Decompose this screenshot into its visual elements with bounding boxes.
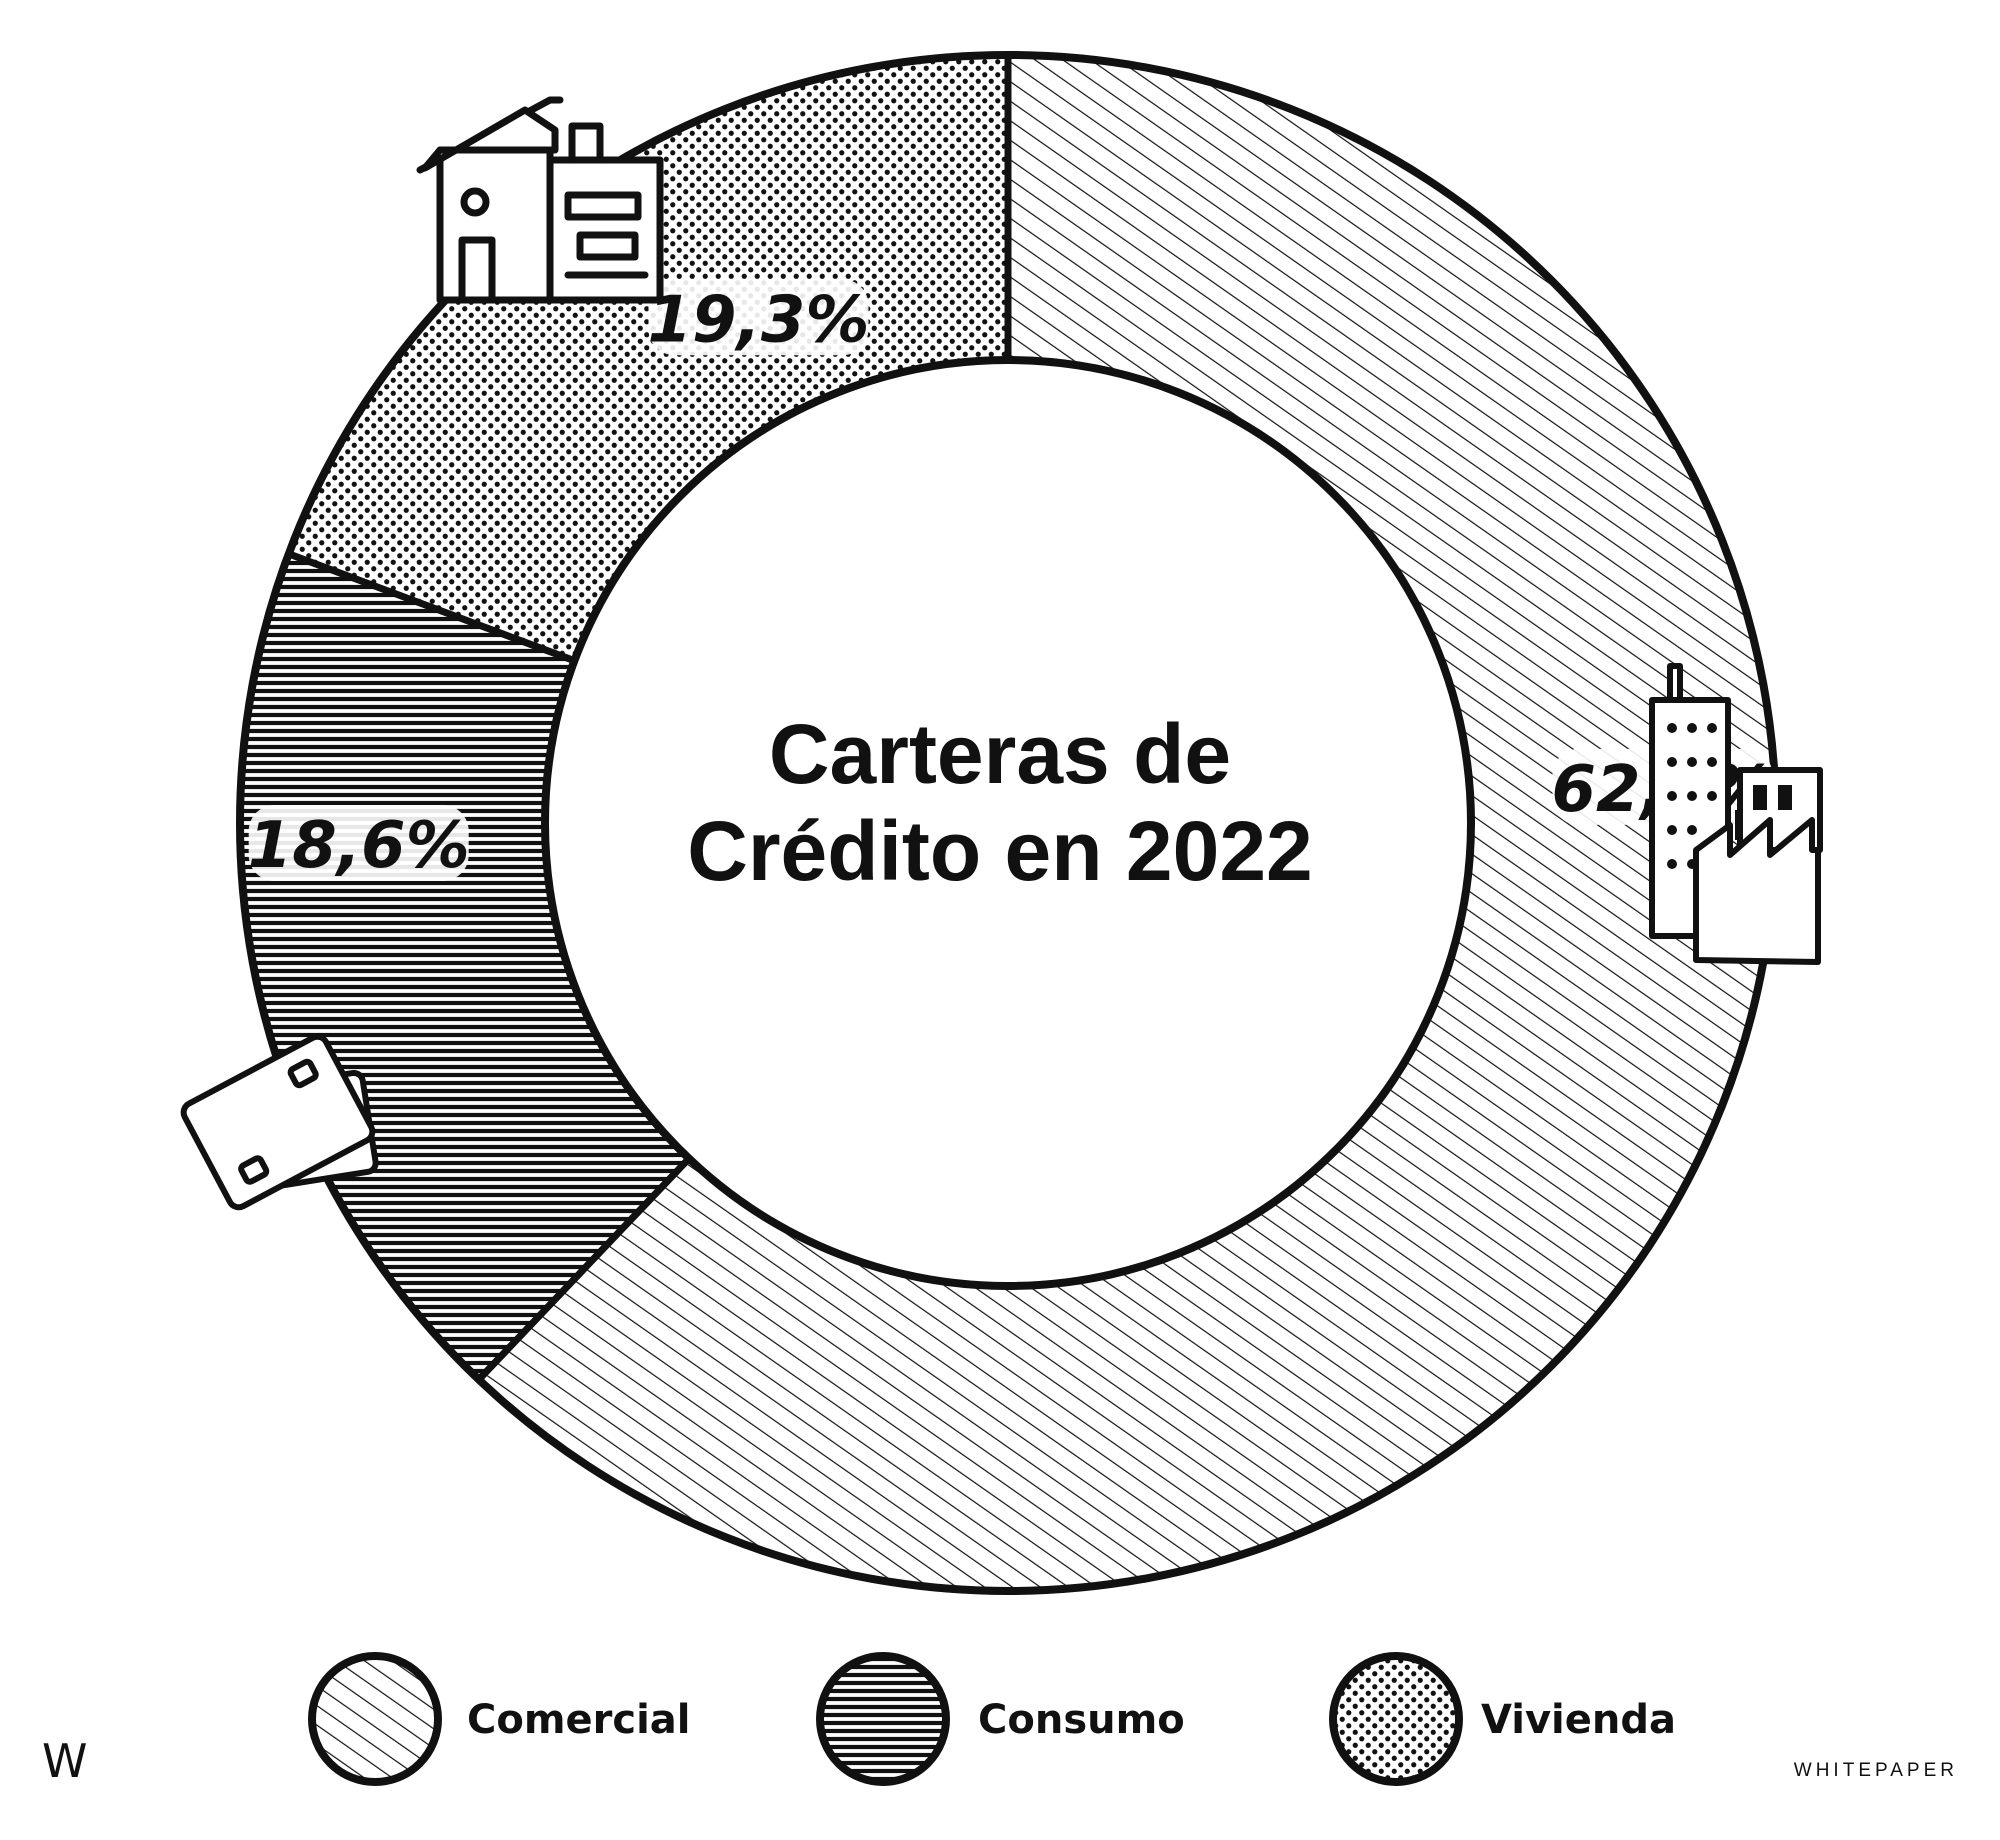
data-label-bg bbox=[648, 279, 869, 356]
legend: Comercial Consumo Vivienda bbox=[308, 1652, 1676, 1786]
house-icon bbox=[416, 96, 664, 304]
factory-buildings-icon bbox=[1649, 663, 1823, 965]
brand-name: WHITEPAPER bbox=[1794, 1760, 1958, 1781]
chart-title-line-1: Carteras de bbox=[769, 707, 1231, 801]
donut-hole bbox=[541, 356, 1475, 1290]
data-label-vivienda: 19,3% bbox=[647, 283, 869, 357]
legend-swatch-vivienda bbox=[1329, 1652, 1463, 1786]
data-label-bg bbox=[248, 805, 469, 882]
legend-item-consumo: Consumo bbox=[816, 1652, 1185, 1786]
legend-item-vivienda: Vivienda bbox=[1329, 1652, 1676, 1786]
legend-item-comercial: Comercial bbox=[308, 1652, 691, 1786]
legend-label-comercial: Comercial bbox=[467, 1697, 691, 1743]
legend-label-vivienda: Vivienda bbox=[1481, 1697, 1676, 1743]
data-label-consumo: 18,6% bbox=[248, 809, 470, 883]
chart-title-line-2: Crédito en 2022 bbox=[687, 804, 1313, 898]
credit-cards-icon: visa bbox=[180, 1033, 379, 1211]
legend-swatch-comercial bbox=[308, 1652, 442, 1786]
brand-logo-mark: W bbox=[42, 1734, 87, 1788]
legend-label-consumo: Consumo bbox=[978, 1697, 1185, 1743]
legend-swatch-consumo bbox=[816, 1652, 950, 1786]
